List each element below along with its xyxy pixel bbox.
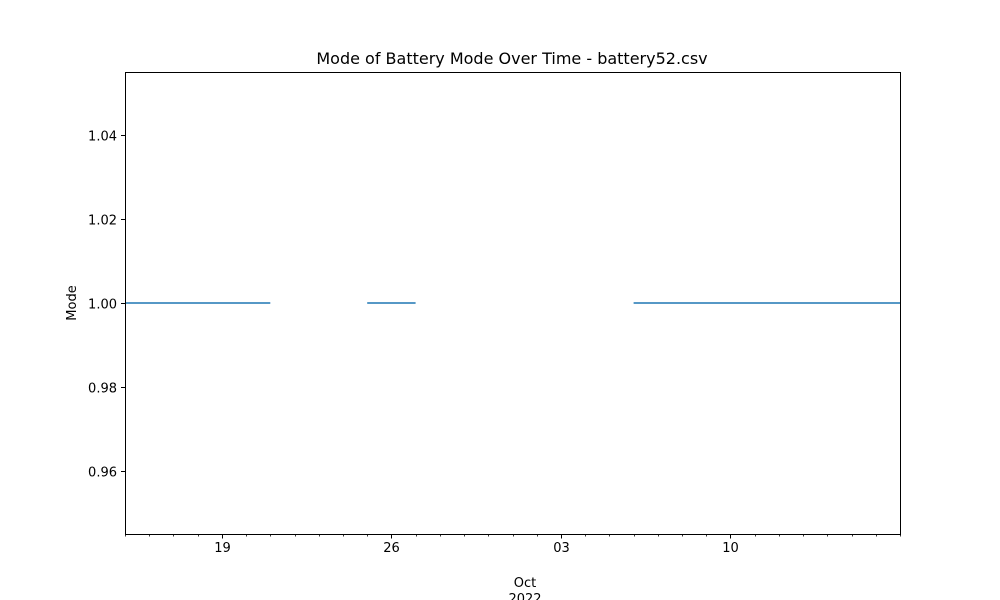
x-tick-label: 10 [722,541,739,556]
x-secondary-label-month: Oct [514,576,536,591]
plot-area-frame [125,72,901,535]
x-axis: 19 26 03 10 [125,534,901,556]
y-tick-label: 0.96 [88,466,117,481]
y-tick-label: 0.98 [88,382,117,397]
y-tick-label: 1.04 [88,130,117,145]
y-axis: 0.96 0.98 1.00 1.02 1.04 [88,130,125,481]
chart-title: Mode of Battery Mode Over Time - battery… [316,49,707,68]
x-tick-label: 03 [553,541,570,556]
y-tick-label: 1.02 [88,214,117,229]
y-axis-label: Mode [65,285,80,320]
x-secondary-label-year: 2022 [508,592,541,600]
x-tick-label: 26 [383,541,400,556]
y-tick-label: 1.00 [88,298,117,313]
x-tick-label: 19 [214,541,231,556]
